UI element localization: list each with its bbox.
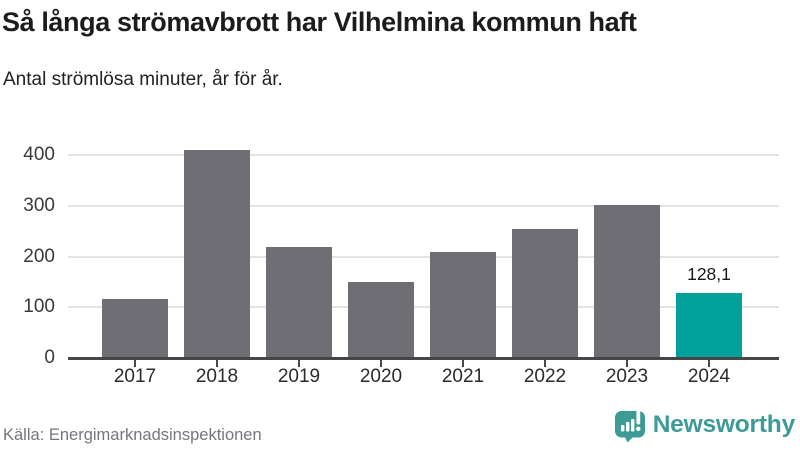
gridline-200 [68, 255, 779, 258]
x-tick-2024 [708, 359, 710, 367]
x-tick-2023 [626, 359, 628, 367]
bar-2018 [184, 149, 250, 358]
bar-2021 [430, 252, 496, 358]
bar-2017 [102, 298, 168, 358]
x-tick-label-2019: 2019 [277, 366, 321, 387]
brand-wordmark: Newsworthy [652, 411, 796, 438]
bar-2020 [348, 282, 414, 358]
gridline-400 [68, 154, 779, 157]
y-tick-label-0: 0 [44, 347, 55, 368]
newsworthy-bubble-chart-icon [614, 407, 646, 443]
bar-2024 [676, 293, 742, 358]
x-tick-2018 [216, 359, 218, 367]
gridline-300 [68, 205, 779, 207]
y-tick-label-400: 400 [23, 144, 55, 166]
x-tick-2022 [544, 359, 546, 367]
x-tick-label-2017: 2017 [113, 366, 157, 387]
source-note: Källa: Energimarknadsinspektionen [3, 426, 262, 444]
y-tick-label-200: 200 [23, 245, 55, 267]
x-tick-label-2021: 2021 [441, 366, 485, 387]
x-axis-line [68, 357, 779, 360]
chart-subtitle: Antal strömlösa minuter, år för år. [3, 69, 283, 90]
gridline-100 [68, 306, 779, 309]
value-label-2024: 128,1 [687, 264, 731, 285]
brand-logo: Newsworthy [614, 407, 795, 443]
x-tick-label-2020: 2020 [359, 366, 403, 387]
bar-2019 [266, 246, 332, 358]
x-tick-label-2024: 2024 [687, 366, 731, 387]
y-tick-label-100: 100 [23, 296, 55, 318]
x-tick-2020 [380, 359, 382, 367]
x-tick-2021 [462, 359, 464, 367]
x-tick-2019 [298, 359, 300, 367]
bar-2023 [594, 205, 660, 358]
x-axis-labels: 2017 2018 2019 2020 2021 2022 2023 2024 [68, 366, 779, 392]
y-tick-label-300: 300 [23, 195, 55, 216]
x-tick-2017 [134, 359, 136, 367]
bar-2022 [512, 228, 578, 358]
x-tick-label-2022: 2022 [523, 366, 567, 387]
plot-area: 128,1 [68, 130, 779, 367]
y-axis-labels: 0 100 200 300 400 [0, 130, 55, 368]
x-tick-label-2023: 2023 [605, 366, 649, 387]
x-tick-label-2018: 2018 [195, 366, 239, 387]
chart-title: Så långa strömavbrott har Vilhelmina kom… [2, 7, 637, 37]
